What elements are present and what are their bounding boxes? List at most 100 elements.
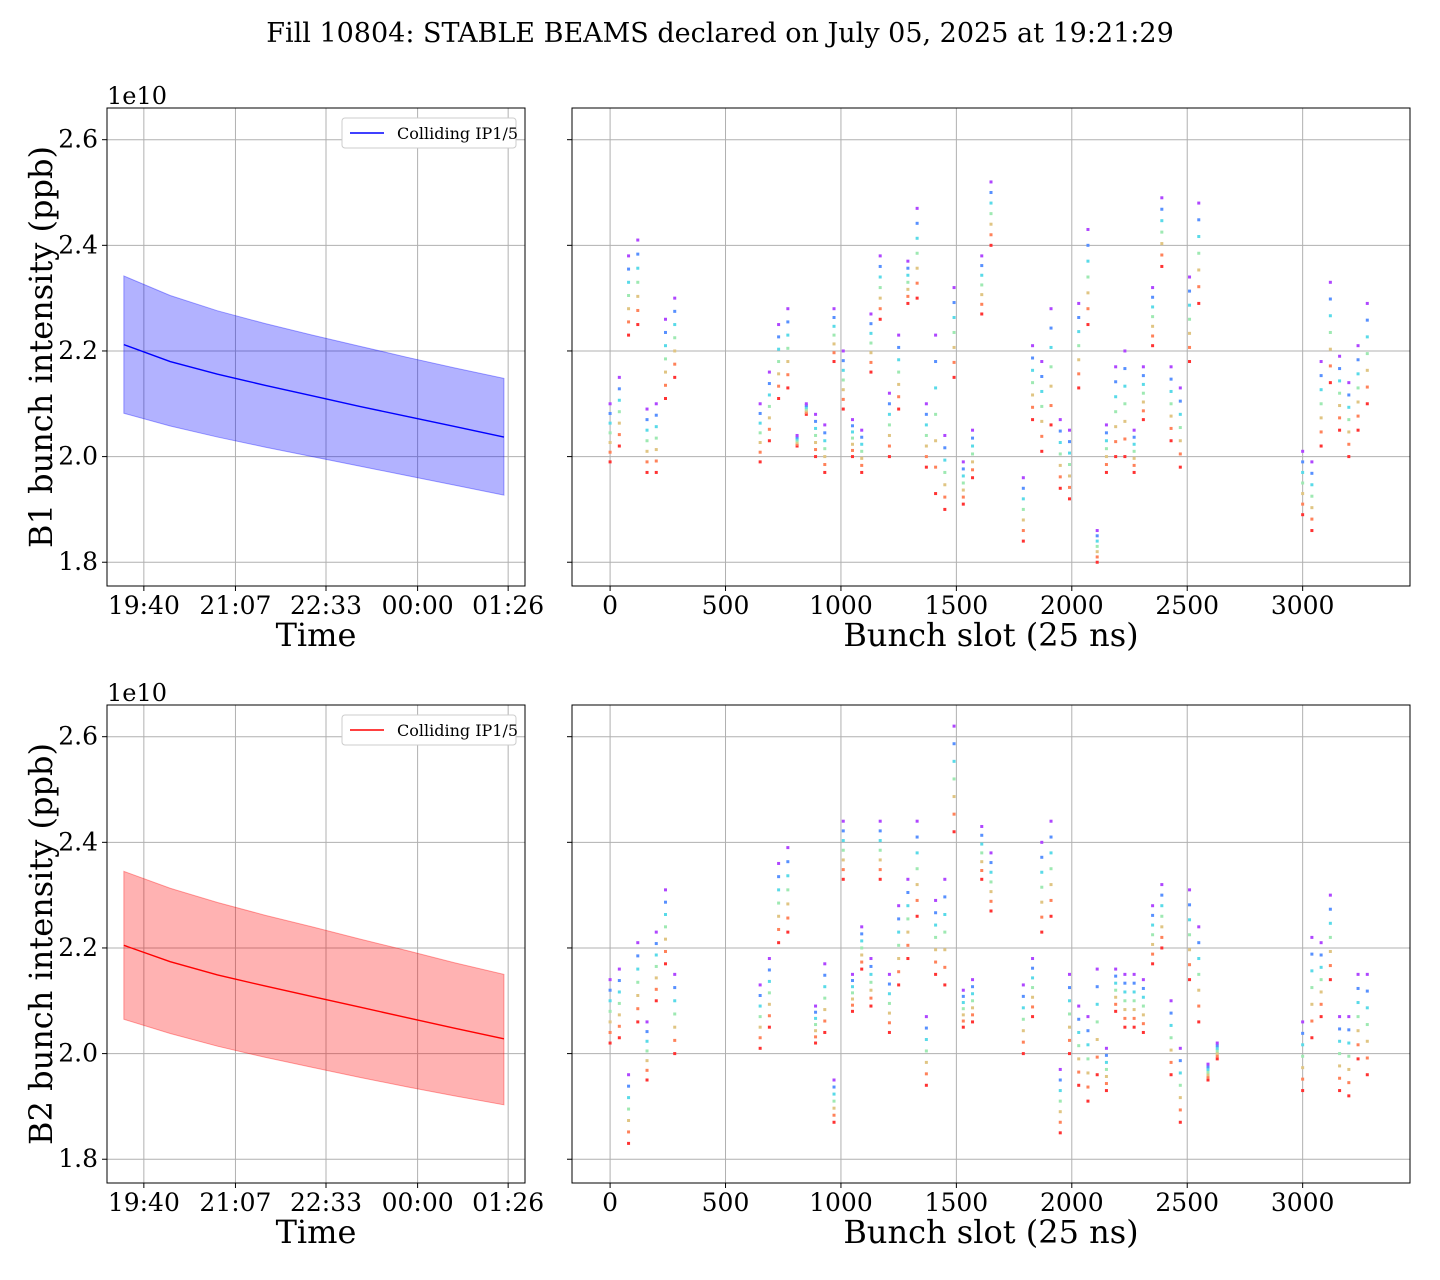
bunch-point	[841, 877, 845, 881]
bunch-point	[1356, 1001, 1360, 1005]
bunch-point	[1151, 923, 1155, 927]
bunch-point	[1031, 393, 1035, 397]
bunch-point	[915, 221, 919, 225]
bunch-point	[934, 972, 938, 976]
bunch-point	[869, 980, 873, 984]
bunch-point	[841, 829, 845, 833]
bunch-point	[1049, 326, 1053, 330]
bunch-point	[654, 999, 658, 1003]
bunch-point	[758, 441, 762, 445]
bunch-point	[1049, 914, 1053, 918]
bunch-point	[1151, 913, 1155, 917]
bunch-point	[1151, 305, 1155, 309]
bunch-point	[878, 858, 882, 862]
bunch-point	[645, 449, 649, 453]
bunch-point	[860, 442, 864, 446]
bunch-point	[961, 460, 965, 464]
bunch-point	[627, 254, 631, 258]
bunch-point	[887, 455, 891, 459]
bunch-point	[1104, 1067, 1108, 1071]
bunch-point	[869, 370, 873, 374]
bunch-point	[1031, 1005, 1035, 1009]
bunch-point	[777, 875, 781, 879]
bunch-point	[654, 413, 658, 417]
bunch-point	[1206, 1078, 1210, 1082]
bunch-point	[1197, 301, 1201, 305]
bunch-point	[777, 901, 781, 905]
bunch-point	[645, 407, 649, 411]
bunch-point	[971, 1013, 975, 1017]
bunch-point	[654, 402, 658, 406]
bunch-point	[1086, 1015, 1090, 1019]
bunch-point	[1058, 486, 1062, 490]
bunch-point	[924, 1083, 928, 1087]
bunch-point	[887, 982, 891, 986]
bunch-point	[1058, 475, 1062, 479]
bunch-point	[627, 1107, 631, 1111]
bunch-point	[1365, 1056, 1369, 1060]
bunch-point	[1319, 360, 1323, 364]
bunch-point	[878, 819, 882, 823]
bunch-point	[1301, 470, 1305, 474]
bunch-point	[1160, 946, 1164, 950]
bunch-point	[1086, 1057, 1090, 1061]
bunch-point	[1104, 1074, 1108, 1078]
bunch-point	[1095, 544, 1099, 548]
legend: Colliding IP1/5	[341, 117, 518, 149]
bunch-point	[617, 421, 621, 425]
bunch-point	[663, 900, 667, 904]
bunch-point	[608, 460, 612, 464]
bunch-point	[860, 470, 864, 474]
bunch-point	[654, 942, 658, 946]
bunch-point	[980, 833, 984, 837]
x-tick-label: 2000	[1040, 591, 1104, 620]
bunch-point	[832, 316, 836, 320]
bunch-point	[645, 1059, 649, 1063]
bunch-point	[841, 868, 845, 872]
bunch-point	[832, 1085, 836, 1089]
bunch-point	[934, 386, 938, 390]
bunch-point	[832, 333, 836, 337]
bunch-point	[1328, 314, 1332, 318]
bunch-point	[1031, 418, 1035, 422]
bunch-point	[841, 359, 845, 363]
bunch-point	[767, 968, 771, 972]
bunch-point	[860, 960, 864, 964]
bunch-point	[1319, 416, 1323, 420]
bunch-point	[850, 1003, 854, 1007]
bunch-point	[1021, 539, 1025, 543]
bunch-point	[832, 1092, 836, 1096]
bunch-point	[1328, 347, 1332, 351]
bunch-point	[832, 324, 836, 328]
bunch-point	[980, 868, 984, 872]
bunch-point	[636, 238, 640, 242]
bunch-point	[823, 985, 827, 989]
bunch-point	[1301, 449, 1305, 453]
bunch-point	[1169, 439, 1173, 443]
bunch-point	[617, 387, 621, 391]
bunch-point	[860, 925, 864, 929]
bunch-point	[832, 1113, 836, 1117]
bunch-point	[869, 988, 873, 992]
bunch-point	[627, 294, 631, 298]
bunch-point	[1021, 497, 1025, 501]
bunch-point	[841, 349, 845, 353]
bunch-point	[1188, 289, 1192, 293]
bunch-point	[814, 1023, 818, 1027]
bunch-point	[1021, 507, 1025, 511]
x-tick-label: 2000	[1040, 1188, 1104, 1217]
bunch-point	[1058, 1067, 1062, 1071]
bunch-point	[1132, 435, 1136, 439]
bunch-point	[971, 978, 975, 982]
bunch-point	[823, 470, 827, 474]
bunch-point	[850, 1009, 854, 1013]
bunch-point	[1086, 1071, 1090, 1075]
bunch-point	[924, 1072, 928, 1076]
bunch-point	[1086, 259, 1090, 263]
x-axis-label: Time	[276, 616, 357, 654]
x-tick-label: 0	[602, 1188, 618, 1217]
bunch-point	[1104, 463, 1108, 467]
bunch-point	[1197, 941, 1201, 945]
bunch-point	[989, 233, 993, 237]
bunch-point	[1040, 419, 1044, 423]
